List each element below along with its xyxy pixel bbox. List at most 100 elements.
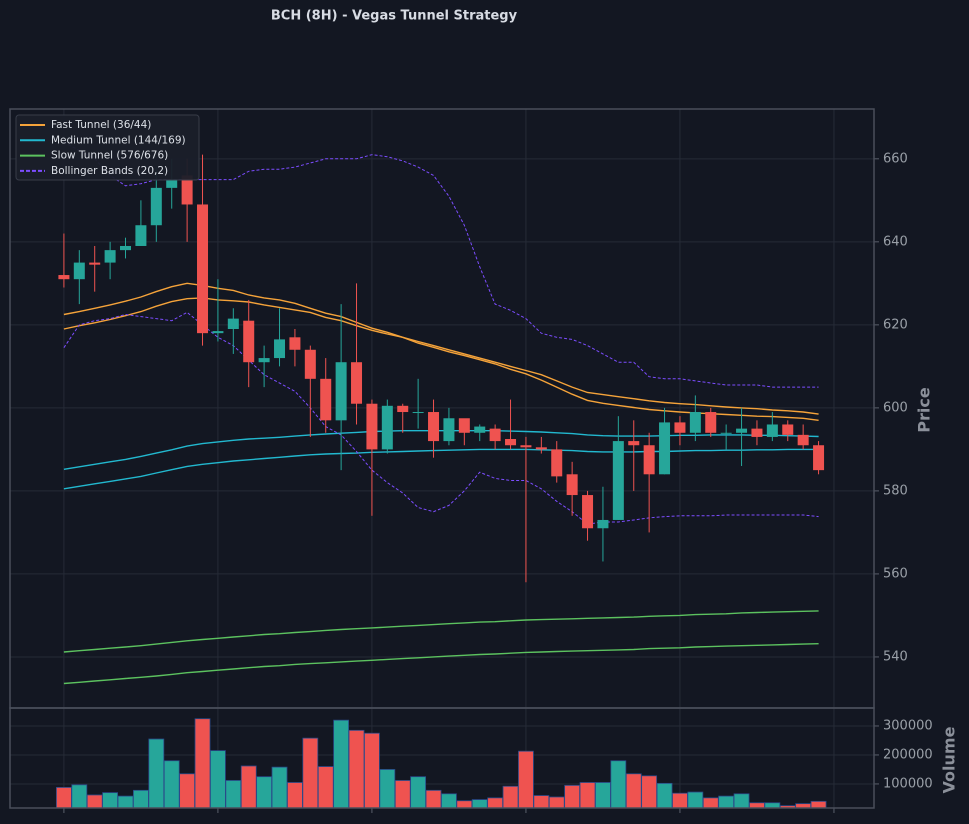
legend-label: Medium Tunnel (144/169)	[51, 134, 186, 146]
legend: Fast Tunnel (36/44) Medium Tunnel (144/16…	[15, 114, 200, 181]
volume-bar	[379, 769, 396, 809]
legend-label: Fast Tunnel (36/44)	[51, 119, 151, 131]
y-tick-label: 200000	[883, 747, 933, 762]
candle-body	[489, 428, 501, 442]
volume-bar	[687, 791, 704, 809]
volume-bar	[487, 797, 504, 809]
candle-body	[797, 434, 809, 446]
volume-bar	[502, 785, 519, 809]
candle-body	[813, 445, 825, 471]
line-series	[63, 282, 819, 415]
volume-bar	[348, 729, 365, 809]
candle-body	[258, 358, 270, 363]
volume-bar	[71, 784, 88, 809]
volume-bar	[302, 737, 319, 809]
line-series	[63, 448, 819, 490]
candle-body	[274, 339, 286, 359]
volume-bar	[194, 718, 211, 809]
volume-bar	[579, 782, 596, 809]
chart-title: BCH (8H) - Vegas Tunnel Strategy	[271, 9, 518, 24]
candle-body	[689, 412, 701, 433]
candle-body	[766, 424, 778, 437]
candle-body	[304, 349, 316, 379]
candle-body	[659, 422, 671, 475]
candle-body	[397, 405, 409, 413]
line-series	[63, 430, 819, 470]
volume-bar	[749, 802, 765, 809]
candle-body	[366, 403, 378, 450]
y-tick-label: 620	[883, 317, 908, 332]
volume-bar	[240, 765, 257, 809]
volume-bar	[471, 799, 488, 809]
volume-bar	[410, 776, 427, 809]
volume-bar	[718, 795, 735, 809]
candle-body	[197, 204, 209, 334]
volume-bar	[117, 795, 134, 809]
candle-body	[782, 424, 794, 435]
candle-body	[612, 441, 624, 520]
candle-body	[73, 262, 85, 280]
candle-body	[643, 445, 655, 475]
candle-body	[412, 412, 424, 414]
volume-bar	[733, 793, 750, 809]
volume-bar	[610, 760, 627, 809]
candle-body	[150, 187, 162, 226]
volume-bar	[179, 773, 196, 809]
candle-body	[705, 412, 717, 433]
y-tick-label: 540	[883, 649, 908, 664]
volume-bar	[764, 802, 781, 809]
candle-body	[58, 275, 70, 280]
volume-bar	[518, 750, 534, 809]
line-series	[63, 643, 819, 685]
legend-label: Slow Tunnel (576/676)	[51, 150, 168, 162]
volume-bar	[364, 732, 380, 809]
volume-bar	[333, 719, 350, 809]
y-tick-label: 640	[883, 234, 908, 249]
y-tick-label: 560	[883, 566, 908, 581]
volume-bar	[656, 782, 673, 809]
candle-body	[458, 418, 470, 433]
volume-bar	[641, 775, 658, 809]
candle-body	[597, 519, 609, 529]
y-tick-label: 580	[883, 483, 908, 498]
plot-frame	[9, 707, 875, 809]
candle-body	[181, 175, 193, 205]
volume-bar	[533, 795, 550, 809]
candle-body	[320, 378, 332, 421]
volume-bar	[225, 780, 242, 809]
candle-body	[428, 412, 440, 442]
candle-body	[335, 362, 347, 421]
y-tick-label: 300000	[883, 718, 933, 733]
legend-box	[15, 114, 200, 181]
candle-body	[582, 495, 594, 529]
volume-bar	[102, 792, 119, 809]
candle-body	[720, 432, 732, 434]
volume-bar	[148, 738, 165, 809]
candle-body	[474, 426, 486, 433]
volume-bar	[394, 780, 411, 809]
candle-body	[751, 428, 763, 437]
candle-body	[381, 405, 393, 450]
volume-bar	[441, 793, 457, 809]
volume-bar	[810, 800, 827, 809]
volume-bar	[702, 797, 719, 809]
candle-body	[535, 447, 547, 450]
volume-bar	[210, 750, 226, 809]
y-tick-label: 100000	[883, 776, 933, 791]
line-series	[63, 610, 819, 653]
legend-label: Bollinger Bands (20,2)	[51, 165, 168, 177]
candle-body	[566, 474, 578, 496]
candle-body	[520, 445, 532, 448]
candle-body	[120, 245, 132, 251]
candle-body	[135, 225, 147, 246]
candle-body	[505, 439, 517, 446]
candle-body	[104, 250, 116, 263]
volume-bar	[456, 800, 473, 809]
line-series	[63, 311, 819, 525]
volume-bar	[56, 787, 72, 809]
volume-bar	[672, 792, 688, 809]
candle-body	[212, 331, 224, 334]
volume-bar	[163, 760, 180, 809]
candle-body	[674, 422, 686, 433]
